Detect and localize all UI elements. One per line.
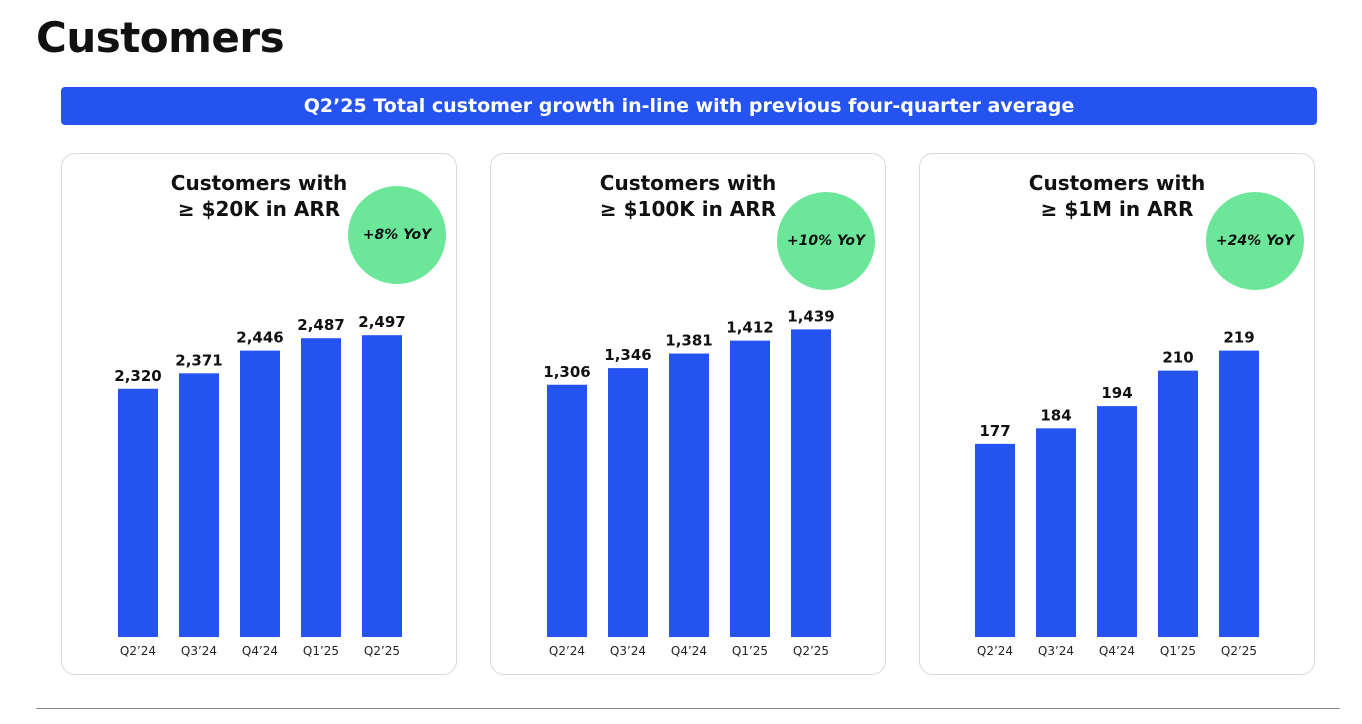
chart-title: Customers with ≥ $20K in ARR (62, 170, 456, 222)
chart-card-20k-arr: Customers with ≥ $20K in ARR +8% YoY 2,3… (61, 153, 457, 675)
bar-0 (975, 443, 1015, 637)
value-label-4: 1,439 (787, 307, 834, 325)
headline-banner: Q2’25 Total customer growth in-line with… (61, 87, 1317, 125)
category-label-3: Q1’25 (303, 644, 339, 658)
category-label-2: Q4’24 (671, 644, 707, 658)
bar-0 (118, 388, 158, 637)
value-label-3: 1,412 (726, 319, 773, 337)
bar-0 (547, 384, 587, 637)
bar-1 (608, 368, 648, 637)
category-label-4: Q2’25 (364, 644, 400, 658)
category-label-4: Q2’25 (793, 644, 829, 658)
yoy-badge: +24% YoY (1206, 192, 1304, 290)
category-label-2: Q4’24 (1099, 644, 1135, 658)
bar-1 (179, 373, 219, 637)
chart-card-100k-arr: Customers with ≥ $100K in ARR +10% YoY 1… (490, 153, 886, 675)
value-label-1: 184 (1040, 406, 1071, 424)
category-label-0: Q2’24 (120, 644, 156, 658)
bar-3 (301, 338, 341, 637)
value-label-4: 219 (1223, 329, 1254, 347)
bar-2 (240, 350, 280, 637)
category-label-1: Q3’24 (181, 644, 217, 658)
bar-4 (791, 329, 831, 637)
value-label-2: 2,446 (236, 329, 283, 347)
bar-1 (1036, 428, 1076, 637)
value-label-2: 1,381 (665, 332, 712, 350)
page-title: Customers (36, 13, 285, 62)
value-label-1: 2,371 (175, 351, 222, 369)
chart-title-line1: Customers with (170, 171, 348, 195)
bar-chart: 177 Q2’24 184 Q3’24 194 Q4’24 210 Q1’25 219 Q2’25 (975, 329, 1259, 658)
chart-title-line2: ≥ $20K in ARR (177, 197, 341, 221)
yoy-badge: +10% YoY (777, 192, 875, 290)
value-label-4: 2,497 (358, 313, 405, 331)
category-label-3: Q1’25 (1160, 644, 1196, 658)
yoy-badge: +8% YoY (348, 186, 446, 284)
value-label-3: 210 (1162, 349, 1193, 367)
chart-title-line1: Customers with (1028, 171, 1206, 195)
bar-2 (669, 353, 709, 637)
value-label-2: 194 (1101, 384, 1132, 402)
bar-chart: 2,320 Q2’24 2,371 Q3’24 2,446 Q4’24 2,487 Q1’25… (114, 313, 405, 658)
category-label-0: Q2’24 (549, 644, 585, 658)
chart-title-line1: Customers with (599, 171, 777, 195)
bar-4 (362, 335, 402, 637)
chart-title-line2: ≥ $1M in ARR (1040, 197, 1194, 221)
bar-3 (730, 340, 770, 637)
value-label-0: 2,320 (114, 367, 161, 385)
value-label-0: 1,306 (543, 363, 590, 381)
category-label-3: Q1’25 (732, 644, 768, 658)
category-label-1: Q3’24 (1038, 644, 1074, 658)
bar-2 (1097, 406, 1137, 637)
value-label-3: 2,487 (297, 316, 344, 334)
category-label-2: Q4’24 (242, 644, 278, 658)
footer-divider (36, 708, 1340, 709)
chart-title-line2: ≥ $100K in ARR (599, 197, 777, 221)
bar-chart: 1,306 Q2’24 1,346 Q3’24 1,381 Q4’24 1,412 Q1’25… (543, 307, 834, 658)
chart-title: Customers with ≥ $100K in ARR (491, 170, 885, 222)
category-label-1: Q3’24 (610, 644, 646, 658)
category-label-0: Q2’24 (977, 644, 1013, 658)
value-label-0: 177 (979, 422, 1010, 440)
value-label-1: 1,346 (604, 346, 651, 364)
category-label-4: Q2’25 (1221, 644, 1257, 658)
chart-title: Customers with ≥ $1M in ARR (920, 170, 1314, 222)
bar-4 (1219, 350, 1259, 637)
bar-3 (1158, 370, 1198, 637)
chart-card-1m-arr: Customers with ≥ $1M in ARR +24% YoY 177… (919, 153, 1315, 675)
